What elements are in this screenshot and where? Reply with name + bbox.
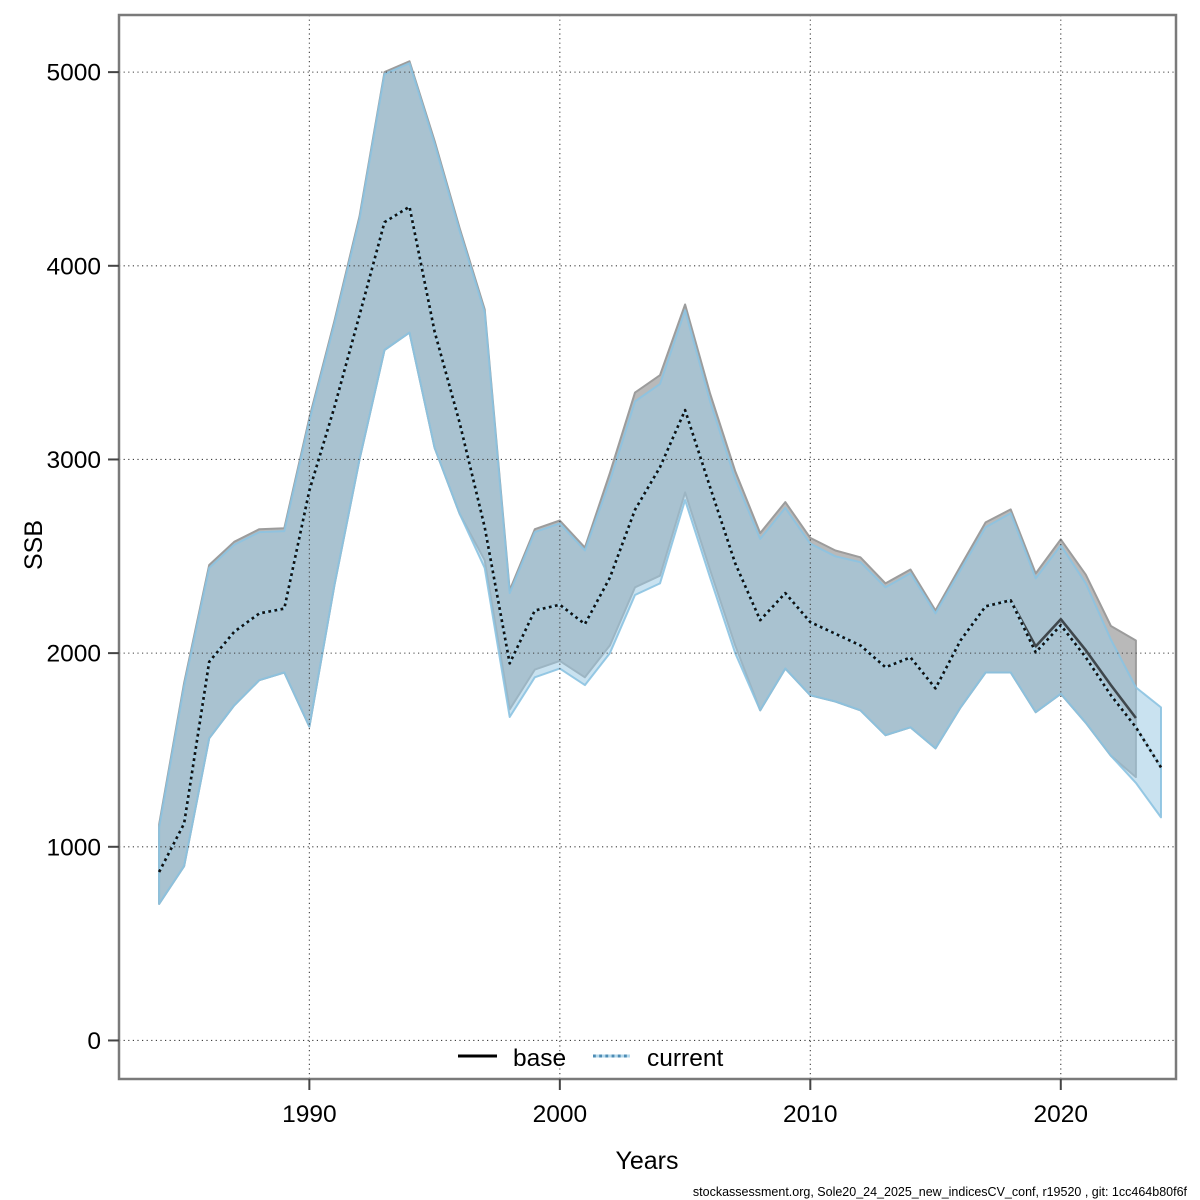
legend-base-label: base bbox=[513, 1045, 566, 1072]
footer-text: stockassessment.org, Sole20_24_2025_new_… bbox=[693, 1185, 1188, 1199]
x-tick-label: 2020 bbox=[1034, 1101, 1089, 1128]
y-tick-label: 4000 bbox=[46, 253, 101, 280]
current-confidence-band bbox=[158, 62, 1162, 905]
y-tick-label: 0 bbox=[87, 1028, 101, 1055]
y-tick-label: 3000 bbox=[46, 447, 101, 474]
y-axis-title: SSB bbox=[20, 520, 48, 570]
y-tick-label: 1000 bbox=[46, 834, 101, 861]
x-tick-label: 1990 bbox=[282, 1101, 337, 1128]
series-lines-layer bbox=[157, 205, 1163, 873]
legend-current-label: current bbox=[647, 1045, 723, 1072]
axes-layer: SSB Years 0 1000 2000 3000 4000 5000 1990 2000 2… bbox=[20, 13, 1178, 1175]
plot-frame bbox=[117, 13, 1178, 1081]
legend: base current bbox=[458, 1045, 723, 1072]
x-tick-label: 2010 bbox=[783, 1101, 838, 1128]
current-mean-line-dotted bbox=[157, 205, 1163, 873]
x-tick-label: 2000 bbox=[533, 1101, 588, 1128]
y-tick-label: 5000 bbox=[46, 60, 101, 87]
confidence-bands-layer bbox=[158, 60, 1162, 905]
x-axis-title: Years bbox=[615, 1147, 678, 1175]
y-tick-label: 2000 bbox=[46, 641, 101, 668]
